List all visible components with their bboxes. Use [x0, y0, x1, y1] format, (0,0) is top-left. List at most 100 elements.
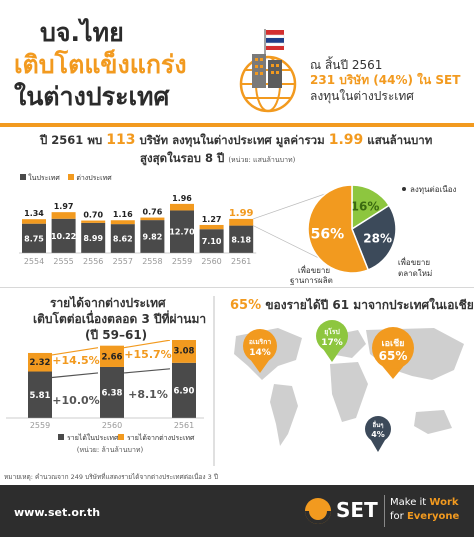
data-label-foreign: 1.96	[172, 194, 192, 203]
growth-label-foreign: +15.7%	[124, 348, 171, 361]
headline-unit: (หน่วย: แสนล้านบาท)	[228, 156, 296, 164]
continent-shape	[330, 362, 368, 422]
footer-divider	[384, 495, 385, 527]
chart1-legend: ในประเทศ ต่างประเทศ	[20, 173, 112, 184]
revenue-legend-swatch-domestic	[58, 434, 64, 440]
revenue-bar-domestic	[172, 362, 196, 418]
pie-slice	[351, 185, 391, 231]
data-label-foreign: 1.97	[54, 202, 74, 211]
data-label-domestic: 10.22	[51, 232, 76, 241]
map-pin	[372, 327, 414, 369]
legend-domestic: ในประเทศ	[28, 174, 60, 182]
map-title-prefix: 65%	[230, 298, 262, 313]
map-pin-tail	[370, 438, 386, 452]
title-line-2: เติบโตแข็งแกร่ง	[14, 50, 187, 79]
headline-mid: บริษัท ลงทุนในต่างประเทศ มูลค่ารวม	[139, 133, 325, 147]
bar-domestic	[199, 229, 224, 253]
x-tick-label: 2560	[201, 257, 221, 266]
bar-foreign	[170, 203, 194, 211]
legend-foreign: ต่างประเทศ	[76, 174, 112, 182]
set-logo-icon	[305, 498, 331, 524]
bar-foreign	[22, 219, 46, 224]
growth-label-domestic: +10.0%	[52, 394, 99, 407]
revenue-x-tick: 2561	[174, 421, 194, 430]
title-line-3: ในต่างประเทศ	[14, 82, 170, 111]
revenue-title-line-3: (ปี 59–61)	[85, 328, 148, 342]
x-tick-label: 2561	[231, 257, 251, 266]
continent-shape	[414, 410, 452, 434]
tagline-1a: Make it	[390, 497, 430, 508]
headline-value: 1.99	[328, 132, 364, 148]
pie-value-label: 28%	[363, 231, 392, 245]
revenue-label-foreign: 2.32	[30, 358, 51, 368]
region-name: เอเชีย	[382, 338, 405, 349]
tagline-1b: Work	[429, 497, 459, 508]
title-line-1: บจ.ไทย	[40, 18, 124, 47]
x-tick-label: 2557	[113, 257, 133, 266]
growth-arrow-foreign	[123, 340, 171, 349]
headline-line-1: ปี 2561 พบ 113 บริษัท ลงทุนในต่างประเทศ …	[40, 132, 460, 150]
map-pin-tail	[249, 358, 271, 373]
pie-value-label: 56%	[311, 227, 345, 243]
map-pin	[365, 416, 391, 442]
data-label-foreign: 1.16	[113, 210, 133, 219]
pie-label-market-2: ตลาดใหม่	[398, 269, 433, 278]
region-value: 17%	[321, 338, 343, 348]
summary-count-text: 231 บริษัท (44%) ใน SET	[310, 73, 461, 87]
pie-label-production-2: ฐานการผลิต	[290, 276, 333, 285]
divider-mid	[0, 287, 474, 288]
headline-line-2: สูงสุดในรอบ 8 ปี (หน่วย: แสนล้านบาท)	[140, 150, 295, 168]
region-value: 65%	[379, 349, 408, 363]
bar-domestic	[170, 210, 194, 253]
bar-foreign	[140, 217, 165, 221]
globe-building-icon	[239, 29, 297, 113]
divider-vertical	[213, 296, 215, 466]
data-label-domestic: 8.62	[113, 235, 133, 244]
data-label-foreign: 0.76	[143, 208, 163, 217]
revenue-label-foreign: 3.08	[174, 346, 195, 356]
revenue-label-foreign: 2.66	[102, 352, 123, 362]
x-tick-label: 2556	[83, 257, 103, 266]
footer-url[interactable]: www.set.or.th	[14, 506, 101, 519]
map-pin	[316, 320, 348, 352]
map-pin	[243, 329, 277, 363]
x-tick-label: 2555	[53, 257, 73, 266]
data-label-foreign: 0.70	[83, 211, 103, 220]
revenue-label-domestic: 6.38	[102, 388, 123, 398]
bar-domestic	[110, 224, 135, 253]
world-map: อเมริกา 14% ยุโรป 17% เอเชีย65% อื่นๆ4%	[234, 320, 464, 452]
growth-arrow-domestic	[123, 368, 171, 374]
growth-arrow-foreign	[51, 347, 99, 356]
continent-shape	[270, 384, 298, 446]
footer-tagline-1: Make it Work	[390, 497, 459, 508]
tagline-2a: for	[390, 511, 407, 522]
legend-swatch-domestic	[20, 174, 26, 180]
x-tick-label: 2554	[24, 257, 44, 266]
divider-top	[0, 123, 474, 127]
headline-count: 113	[106, 132, 136, 148]
bar-foreign	[81, 220, 106, 223]
data-label-domestic: 8.18	[231, 235, 251, 244]
revenue-unit: (หน่วย: ล้านล้านบาท)	[77, 446, 144, 454]
bar-domestic	[81, 222, 106, 253]
footer-bar	[0, 485, 474, 537]
footer-brand: SET	[336, 498, 378, 522]
headline-suffix: แสนล้านบาท	[367, 133, 433, 147]
revenue-bar-domestic	[28, 371, 52, 418]
revenue-bar-chart: 5.81 2.32 2559 6.38 2.66 2560 6.90 3.08 2561 +14.…	[6, 340, 204, 454]
footer-tagline-2: for Everyone	[390, 511, 459, 522]
bar-foreign	[51, 212, 76, 219]
data-label-domestic: 8.99	[83, 234, 103, 243]
region-value: 14%	[249, 348, 271, 358]
tagline-2b: Everyone	[406, 511, 460, 522]
data-label-domestic: 8.75	[24, 234, 44, 243]
revenue-label-domestic: 6.90	[174, 386, 195, 396]
growth-label-foreign: +14.5%	[52, 354, 99, 367]
growth-arrow-domestic	[51, 372, 99, 379]
footnote: หมายเหตุ: คำนวณจาก 249 บริษัทที่แสดงรายไ…	[4, 473, 218, 481]
revenue-legend-domestic: รายได้ในประเทศ	[67, 433, 119, 442]
bar-foreign	[229, 218, 254, 226]
map-title-rest: ของรายได้ปี 61 มาจากประเทศในเอเชีย	[265, 298, 474, 312]
map-pin-tail	[322, 348, 342, 362]
headline-line-2-text: สูงสุดในรอบ 8 ปี	[140, 151, 225, 165]
